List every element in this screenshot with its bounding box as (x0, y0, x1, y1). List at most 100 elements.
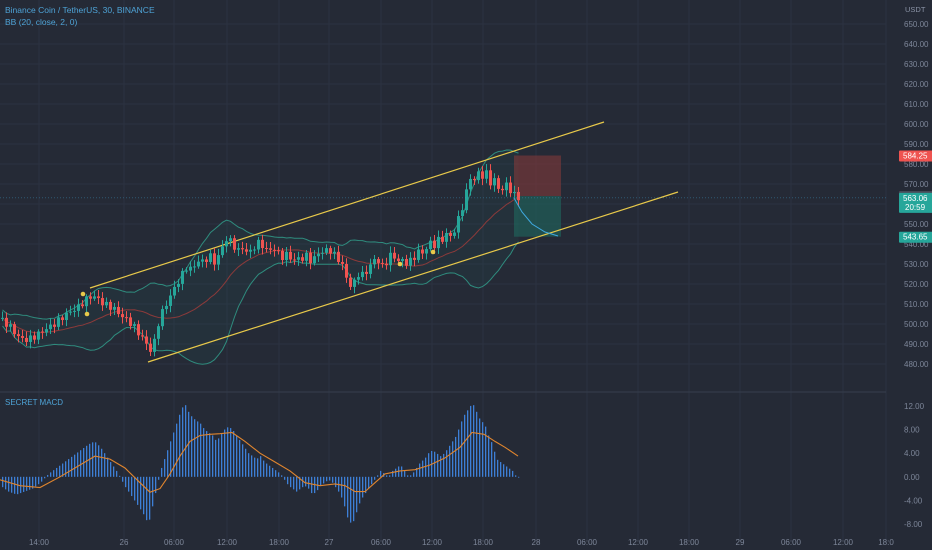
macd-tick-label: 12.00 (904, 402, 925, 411)
price-tick-label: 590.00 (904, 140, 929, 149)
macd-bar (53, 470, 55, 477)
price-tick-label: 610.00 (904, 100, 929, 109)
macd-bar (437, 453, 439, 477)
current-price-badge-bg (899, 192, 932, 213)
macd-bar (359, 476, 361, 504)
macd-bar (287, 476, 289, 485)
candle-body (113, 306, 116, 310)
macd-bar (284, 476, 286, 480)
candle-body (297, 257, 300, 260)
macd-bar (233, 431, 235, 477)
symbol-title[interactable]: Binance Coin / TetherUS, 30, BINANCE (5, 5, 155, 15)
candle-body (185, 270, 188, 272)
macd-bar (20, 476, 22, 494)
macd-bar (494, 451, 496, 477)
macd-bar (503, 464, 505, 477)
candle-body (425, 249, 428, 254)
macd-bar (368, 476, 370, 489)
channel-lower-line (147, 191, 679, 363)
macd-bar (80, 450, 82, 477)
candle-body (437, 236, 440, 249)
candle-body (377, 259, 380, 263)
candle-body (245, 249, 248, 252)
macd-bar (500, 462, 502, 477)
macd-bar (371, 476, 373, 485)
candle-body (89, 296, 92, 299)
time-tick-label: 18:0 (878, 538, 894, 547)
macd-indicator-label[interactable]: SECRET MACD (5, 398, 64, 407)
macd-bar (140, 476, 142, 510)
macd-bar (446, 450, 448, 477)
candle-body (401, 259, 404, 261)
price-tick-label: 580.00 (904, 160, 929, 169)
candle-body (161, 309, 164, 327)
candle-body (97, 296, 100, 299)
macd-bar (50, 472, 52, 477)
macd-bar (296, 476, 298, 492)
candle-body (441, 236, 444, 242)
macd-bar (62, 463, 64, 477)
candle-body (77, 304, 80, 311)
macd-bar (146, 476, 148, 521)
macd-bar (350, 476, 352, 523)
macd-bar (203, 428, 205, 477)
macd-bar (125, 476, 127, 488)
macd-bar (422, 460, 424, 477)
time-tick-label: 12:00 (422, 538, 443, 547)
macd-bar (179, 414, 181, 477)
grid-lines (0, 0, 887, 540)
candle-body (277, 250, 280, 252)
macd-bar (413, 472, 415, 477)
macd-bar (299, 476, 301, 490)
macd-tick-label: 4.00 (904, 449, 920, 458)
currency-label: USDT (905, 5, 926, 14)
time-axis: 14:00 26 06:00 12:00 18:00 27 06:00 12:00 18:00 2… (29, 538, 894, 547)
candle-body (293, 259, 296, 261)
macd-bar (329, 476, 331, 481)
macd-bar (11, 476, 13, 493)
candle-body (57, 317, 60, 327)
macd-bar (68, 459, 70, 477)
candle-body (381, 262, 384, 264)
macd-bar (215, 439, 217, 477)
macd-bar (5, 476, 7, 490)
macd-bar (227, 427, 229, 477)
macd-tick-label: -8.00 (904, 520, 923, 529)
macd-bar (41, 476, 43, 482)
candle-body (109, 301, 112, 310)
bb-fill (2, 150, 519, 365)
macd-bar (317, 476, 319, 491)
candle-body (237, 248, 240, 250)
candle-body (505, 182, 508, 191)
candle-body (365, 271, 368, 274)
candle-body (473, 178, 476, 181)
candle-body (393, 252, 396, 259)
macd-bar (173, 432, 175, 477)
macd-bar (194, 419, 196, 477)
macd-bar (161, 467, 163, 477)
time-tick-label: 12:00 (833, 538, 854, 547)
candle-body (517, 191, 520, 201)
candle-body (409, 257, 412, 266)
candles (1, 163, 520, 357)
macd-bar (95, 442, 97, 477)
bb-indicator-label[interactable]: BB (20, close, 2, 0) (5, 17, 78, 27)
macd-bar (182, 407, 184, 477)
macd-bar (185, 405, 187, 477)
target-badge: 543.65 (903, 233, 928, 242)
candle-body (513, 191, 516, 194)
candle-body (453, 232, 456, 236)
macd-bar (443, 453, 445, 477)
macd-bar (65, 461, 67, 477)
candle-body (193, 266, 196, 268)
macd-bar (302, 476, 304, 488)
candle-body (145, 336, 148, 344)
candle-body (353, 279, 356, 287)
candle-body (289, 251, 292, 260)
macd-bar (305, 476, 307, 487)
candle-body (485, 170, 488, 179)
candle-body (281, 250, 284, 261)
macd-bar (119, 475, 121, 477)
